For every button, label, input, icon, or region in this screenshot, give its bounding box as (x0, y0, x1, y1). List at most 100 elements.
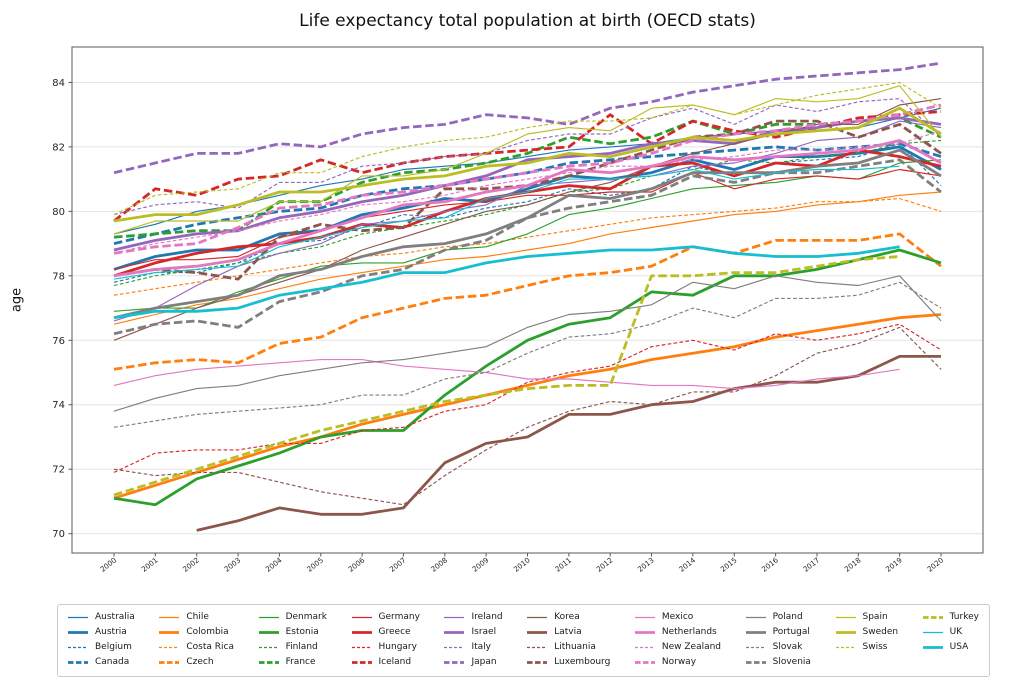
legend-item-iceland: Iceland (351, 657, 420, 668)
y-tick-label: 76 (52, 336, 65, 347)
series-colombia (113, 313, 942, 500)
legend-item-mexico: Mexico (634, 612, 721, 623)
legend-line-sample-icon (68, 616, 88, 619)
series-denmark (113, 159, 942, 312)
legend-line-sample-icon (258, 661, 279, 664)
legend-label: Denmark (285, 612, 327, 622)
x-tick-label: 2001 (140, 555, 160, 573)
legend-label: Norway (661, 657, 697, 667)
legend-line-sample-icon (634, 646, 655, 649)
legend-item-turkey: Turkey (922, 612, 979, 623)
legend-line-sample-icon (745, 631, 766, 634)
series-belgium (113, 143, 942, 283)
x-tick-label: 2008 (429, 555, 449, 574)
series-italy (113, 98, 942, 216)
x-tick-label: 2017 (801, 555, 821, 573)
series-swiss (113, 81, 942, 216)
legend-item-new-zealand: New Zealand (634, 642, 721, 653)
legend-item-slovak: Slovak (745, 642, 811, 653)
x-tick-label: 2020 (925, 555, 945, 574)
legend-item-germany: Germany (351, 612, 420, 623)
legend-line-sample-icon (159, 631, 180, 634)
legend-column: Korea Latvia Lithuania Luxembourg (526, 612, 610, 668)
legend-item-spain: Spain (835, 612, 899, 623)
legend-line-sample-icon (527, 616, 548, 619)
legend-item-finland: Finland (258, 642, 327, 653)
series-luxembourg (113, 119, 942, 281)
legend-line-sample-icon (68, 631, 88, 634)
series-france (113, 116, 942, 239)
x-tick-label: 2003 (222, 555, 242, 573)
legend-label: Latvia (554, 627, 582, 637)
x-tick-label: 2010 (512, 555, 532, 574)
legend-line-sample-icon (68, 646, 88, 649)
legend-column: Denmark Estonia Finland France (258, 612, 327, 668)
legend-line-sample-icon (922, 631, 943, 634)
legend-label: Australia (95, 612, 135, 622)
legend-label: New Zealand (661, 642, 722, 652)
legend-line-sample-icon (634, 616, 655, 619)
series-czech (113, 232, 942, 371)
legend-column: Turkey UK USA (922, 612, 979, 653)
legend-line-sample-icon (527, 631, 548, 634)
legend-label: Canada (95, 657, 130, 667)
x-tick-label: 2006 (346, 555, 366, 574)
x-tick-label: 2013 (636, 555, 656, 573)
legend-column: Germany Greece Hungary Iceland (351, 612, 420, 668)
legend-label: Slovenia (772, 657, 811, 667)
legend-item-slovenia: Slovenia (745, 657, 811, 668)
series-estonia (113, 248, 942, 507)
legend-item-poland: Poland (745, 612, 811, 623)
series-poland (113, 275, 942, 412)
legend-line-sample-icon (159, 616, 180, 619)
series-israel (113, 116, 942, 252)
legend-item-uk: UK (922, 627, 979, 638)
legend-column: Poland Portugal Slovak Slovenia (745, 612, 811, 668)
y-tick-label: 82 (52, 142, 65, 153)
legend-line-sample-icon (527, 646, 548, 649)
x-tick-label: 2018 (843, 555, 863, 574)
legend-item-belgium: Belgium (67, 642, 135, 653)
series-spain (113, 85, 942, 235)
legend-item-ireland: Ireland (443, 612, 503, 623)
series-usa (113, 245, 900, 320)
legend-line-sample-icon (68, 661, 88, 664)
legend-label: Czech (186, 657, 214, 667)
legend-column: Chile Colombia Costa Rica Czech (158, 612, 234, 668)
x-tick-label: 2014 (677, 555, 697, 574)
series-japan (113, 61, 942, 175)
legend-line-sample-icon (444, 631, 465, 634)
series-canada (113, 142, 942, 245)
legend-item-hungary: Hungary (351, 642, 420, 653)
legend-label: Belgium (95, 642, 132, 652)
legend-item-france: France (258, 657, 327, 668)
x-tick-label: 2007 (388, 555, 408, 573)
legend-item-sweden: Sweden (835, 627, 899, 638)
legend-label: Germany (378, 612, 420, 622)
legend-line-sample-icon (444, 646, 465, 649)
x-tick-label: 2004 (264, 555, 284, 574)
legend-item-portugal: Portugal (745, 627, 811, 638)
legend-label: Italy (471, 642, 492, 652)
legend-line-sample-icon (745, 646, 766, 649)
legend-label: Slovak (772, 642, 803, 652)
legend-label: USA (949, 642, 969, 652)
series-turkey (113, 255, 900, 497)
legend-label: Turkey (949, 612, 979, 622)
series-latvia (196, 355, 941, 532)
legend-label: Japan (471, 657, 497, 667)
x-tick-label: 2015 (719, 555, 739, 573)
legend-label: UK (949, 627, 963, 637)
legend-line-sample-icon (745, 661, 766, 664)
legend-line-sample-icon (351, 631, 372, 634)
legend-item-canada: Canada (67, 657, 135, 668)
series-sweden (113, 106, 942, 223)
legend-line-sample-icon (444, 661, 465, 664)
legend-column: Spain Sweden Swiss (835, 612, 899, 653)
legend-label: Sweden (862, 627, 899, 637)
legend-item-korea: Korea (526, 612, 610, 623)
legend-item-usa: USA (922, 642, 979, 653)
y-tick-label: 74 (52, 400, 65, 411)
chart-title: Life expectancy total population at birt… (299, 11, 756, 31)
legend-item-luxembourg: Luxembourg (526, 657, 610, 668)
